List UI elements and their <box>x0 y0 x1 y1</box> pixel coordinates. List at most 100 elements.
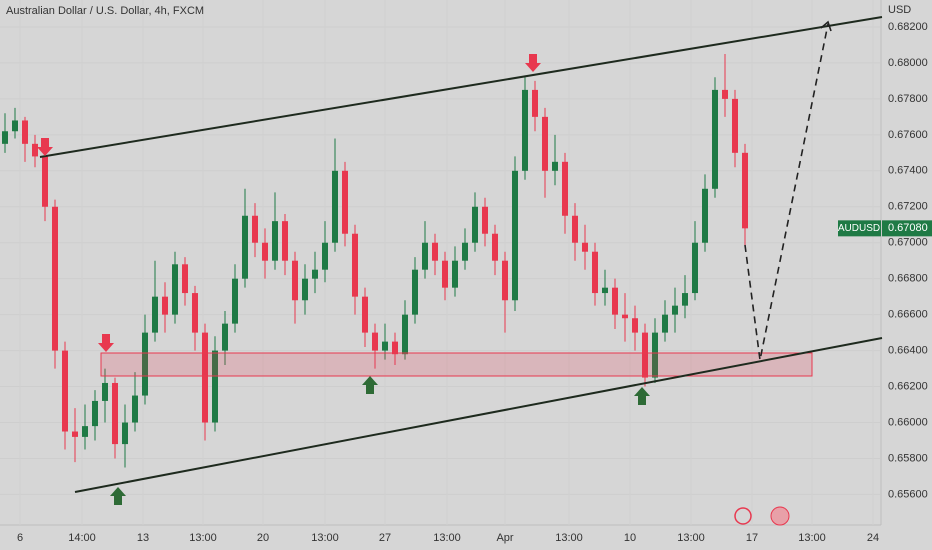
flag-icon[interactable] <box>770 506 790 526</box>
support-zone <box>100 352 813 377</box>
candle-body <box>362 296 368 333</box>
candle-body <box>322 242 328 270</box>
candle-body <box>212 350 218 423</box>
lower-channel-line <box>74 337 883 493</box>
buy-arrows <box>110 376 650 505</box>
candle-body <box>402 314 408 355</box>
candle-body <box>292 260 298 301</box>
x-tick-label: 24 <box>867 532 879 544</box>
candle-body <box>512 170 518 301</box>
candle-body <box>532 89 538 117</box>
y-tick-label: 0.66000 <box>888 416 928 428</box>
candle-body <box>52 206 58 351</box>
y-tick-label: 0.67200 <box>888 201 928 213</box>
candle-body <box>392 341 398 355</box>
projection-arrowhead <box>820 20 832 32</box>
candle-body <box>182 264 188 294</box>
candle-body <box>192 293 198 333</box>
down-arrow <box>37 138 53 156</box>
candle-body <box>732 98 738 153</box>
candle-body <box>542 116 548 171</box>
candle-body <box>162 296 168 315</box>
projection-path <box>744 23 829 361</box>
candle-body <box>32 143 38 157</box>
candle-body <box>42 156 48 207</box>
candle-body <box>712 89 718 189</box>
candle-body <box>602 287 608 294</box>
y-tick-label: 0.66400 <box>888 345 928 357</box>
x-tick-label: 14:00 <box>68 532 96 544</box>
candle-body <box>572 215 578 243</box>
x-tick-label: 20 <box>257 532 269 544</box>
chart-title: Australian Dollar / U.S. Dollar, 4h, FXC… <box>6 5 204 17</box>
up-arrow <box>362 376 378 394</box>
candle-body <box>522 89 528 171</box>
candle-body <box>742 152 748 229</box>
candle-body <box>312 269 318 279</box>
candle-body <box>672 305 678 315</box>
candle-body <box>612 287 618 315</box>
up-arrow <box>634 387 650 405</box>
candle-body <box>422 242 428 270</box>
y-tick-label: 0.65800 <box>888 452 928 464</box>
candle-body <box>592 251 598 294</box>
upper-channel-line <box>39 16 883 158</box>
y-tick-label: 0.65600 <box>888 488 928 500</box>
symbol-tag <box>838 220 881 237</box>
candle-body <box>412 269 418 315</box>
event-icon[interactable] <box>734 507 752 525</box>
last-price-label: 0.67080 <box>888 222 928 234</box>
candle-body <box>342 170 348 234</box>
candle-body <box>352 233 358 297</box>
x-tick-label: 17 <box>746 532 758 544</box>
candle-body <box>722 89 728 99</box>
candle-body <box>102 382 108 401</box>
y-tick-label: 0.66600 <box>888 309 928 321</box>
candle-body <box>622 314 628 319</box>
y-axis-label: USD <box>888 4 911 16</box>
y-tick-label: 0.66800 <box>888 273 928 285</box>
candle-body <box>252 215 258 243</box>
candle-body <box>692 242 698 294</box>
candle-body <box>382 341 388 351</box>
candle-body <box>372 332 378 351</box>
x-tick-label: 13:00 <box>798 532 826 544</box>
candle-body <box>552 161 558 171</box>
x-tick-label: 13 <box>137 532 149 544</box>
candle-body <box>642 332 648 378</box>
candle-body <box>462 242 468 261</box>
y-tick-label: 0.67000 <box>888 237 928 249</box>
candle-body <box>92 400 98 427</box>
candle-body <box>332 170 338 243</box>
candle-body <box>582 242 588 252</box>
candle-body <box>562 161 568 216</box>
candle-body <box>492 233 498 261</box>
candle-body <box>702 188 708 243</box>
x-tick-label: 13:00 <box>677 532 705 544</box>
candle-body <box>72 431 78 437</box>
candle-body <box>302 278 308 301</box>
candle-body <box>272 221 278 261</box>
candle-body <box>172 264 178 315</box>
candle-body <box>452 260 458 288</box>
candle-body <box>632 318 638 333</box>
candle-body <box>282 221 288 261</box>
candle-body <box>202 332 208 423</box>
candle-body <box>652 332 658 378</box>
x-tick-label: 27 <box>379 532 391 544</box>
candle-body <box>222 323 228 351</box>
y-tick-label: 0.68000 <box>888 57 928 69</box>
candle-body <box>152 296 158 333</box>
candle-body <box>82 426 88 437</box>
y-tick-label: 0.67600 <box>888 129 928 141</box>
x-tick-label: 13:00 <box>433 532 461 544</box>
candle-body <box>242 215 248 279</box>
candle-body <box>22 120 28 144</box>
candle-body <box>62 350 68 432</box>
candle-body <box>142 332 148 396</box>
x-tick-label: Apr <box>496 532 513 544</box>
x-tick-label: 10 <box>624 532 636 544</box>
